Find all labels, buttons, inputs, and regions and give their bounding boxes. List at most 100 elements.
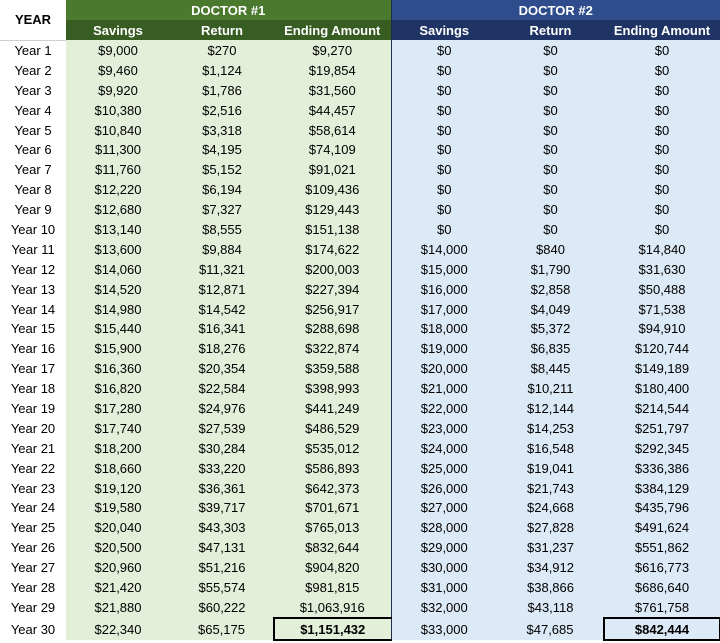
doctor-2-return-cell: $19,041 <box>497 458 604 479</box>
doctor-2-savings-cell: $24,000 <box>391 438 497 459</box>
doctor-2-return-cell: $1,790 <box>497 259 604 280</box>
table-row: Year 3 $9,920 $1,786 $31,560 $0 $0 $0 <box>0 80 720 101</box>
doctor-2-ending-cell: $180,400 <box>604 378 720 399</box>
year-cell: Year 13 <box>0 279 66 300</box>
doctor-2-return-cell: $27,828 <box>497 517 604 538</box>
doctor-2-savings-cell: $0 <box>391 159 497 180</box>
doctor-1-return-cell: $4,195 <box>170 139 274 160</box>
doctor-1-return-cell: $30,284 <box>170 438 274 459</box>
doctor-1-ending-cell: $832,644 <box>274 537 392 558</box>
doctor-2-ending-cell: $0 <box>604 199 720 220</box>
doctor-2-ending-cell: $31,630 <box>604 259 720 280</box>
doctor-1-ending-cell: $9,270 <box>274 40 392 61</box>
year-cell: Year 27 <box>0 557 66 578</box>
year-cell: Year 26 <box>0 537 66 558</box>
doctor-1-return-cell: $22,584 <box>170 378 274 399</box>
doctor-1-ending-cell: $58,614 <box>274 120 392 140</box>
doctor-1-ending-cell: $109,436 <box>274 179 392 200</box>
year-cell: Year 6 <box>0 139 66 160</box>
doctor-2-ending-cell: $616,773 <box>604 557 720 578</box>
table-row: Year 2 $9,460 $1,124 $19,854 $0 $0 $0 <box>0 60 720 81</box>
doctor-1-return-cell: $3,318 <box>170 120 274 140</box>
doctor-2-ending-cell: $435,796 <box>604 497 720 518</box>
doctor-1-savings-cell: $16,820 <box>66 378 170 399</box>
doctor-1-ending-cell: $701,671 <box>274 497 392 518</box>
doctor-1-return-cell: $14,542 <box>170 299 274 319</box>
doctor-2-return-cell: $4,049 <box>497 299 604 319</box>
doctor-1-return-cell: $9,884 <box>170 239 274 260</box>
year-cell: Year 16 <box>0 338 66 359</box>
doctor-2-ending-cell: $0 <box>604 80 720 101</box>
doctor-2-savings-cell: $14,000 <box>391 239 497 260</box>
year-cell: Year 8 <box>0 179 66 200</box>
doctor-1-ending-cell: $288,698 <box>274 318 392 339</box>
year-cell: Year 23 <box>0 478 66 498</box>
table-row: Year 1 $9,000 $270 $9,270 $0 $0 $0 <box>0 40 720 61</box>
doctor-1-return-cell: $51,216 <box>170 557 274 578</box>
doctor-2-ending-cell: $336,386 <box>604 458 720 479</box>
doctor-1-savings-cell: $13,600 <box>66 239 170 260</box>
doctor-2-final-total-cell: $842,444 <box>603 617 720 642</box>
doctor-1-return-cell: $39,717 <box>170 497 274 518</box>
doctor-1-savings-cell: $14,060 <box>66 259 170 280</box>
doctor-2-ending-cell: $120,744 <box>604 338 720 359</box>
doctor-2-return-cell: $8,445 <box>497 358 604 379</box>
doctor-2-savings-cell: $25,000 <box>391 458 497 479</box>
doctor-1-return-cell: $2,516 <box>170 100 274 121</box>
doctor-1-ending-cell: $227,394 <box>274 279 392 300</box>
doctor-2-ending-cell: $491,624 <box>604 517 720 538</box>
table-row: Year 28 $21,420 $55,574 $981,815 $31,000 $38,… <box>0 577 720 598</box>
table-row: Year 9 $12,680 $7,327 $129,443 $0 $0 $0 <box>0 199 720 220</box>
doctor-1-ending-cell: $322,874 <box>274 338 392 359</box>
doctor-2-ending-cell: $251,797 <box>604 418 720 439</box>
table-row: Year 20 $17,740 $27,539 $486,529 $23,000 $14,… <box>0 418 720 439</box>
doctor-2-ending-cell: $292,345 <box>604 438 720 459</box>
doctor-2-return-cell: $12,144 <box>497 398 604 419</box>
doctor-2-savings-cell: $17,000 <box>391 299 497 319</box>
doctor-2-return-cell: $34,912 <box>497 557 604 578</box>
doctor-2-header: DOCTOR #2 <box>391 0 720 20</box>
doctor-2-return-cell: $840 <box>497 239 604 260</box>
doctor-2-ending-cell: $551,862 <box>604 537 720 558</box>
year-cell: Year 21 <box>0 438 66 459</box>
doctor-2-return-cell: $31,237 <box>497 537 604 558</box>
table-row: Year 5 $10,840 $3,318 $58,614 $0 $0 $0 <box>0 120 720 140</box>
year-cell: Year 4 <box>0 100 66 121</box>
doctor-1-ending-cell: $586,893 <box>274 458 392 479</box>
doctor-1-return-cell: $8,555 <box>170 219 274 240</box>
doctor-2-return-cell: $47,685 <box>497 618 604 641</box>
doctor-2-return-cell: $0 <box>497 159 604 180</box>
doctor-1-savings-cell: $19,120 <box>66 478 170 498</box>
doctor-2-savings-header: Savings <box>391 20 497 40</box>
doctor-1-savings-cell: $9,920 <box>66 80 170 101</box>
doctor-2-savings-cell: $26,000 <box>391 478 497 498</box>
year-column-header: YEAR <box>0 0 66 41</box>
year-cell: Year 24 <box>0 497 66 518</box>
table-row: Year 7 $11,760 $5,152 $91,021 $0 $0 $0 <box>0 159 720 180</box>
doctor-2-savings-cell: $30,000 <box>391 557 497 578</box>
doctor-1-return-cell: $65,175 <box>170 618 274 641</box>
doctor-2-ending-header: Ending Amount <box>604 20 720 40</box>
doctor-1-savings-cell: $10,380 <box>66 100 170 121</box>
doctor-1-savings-cell: $14,520 <box>66 279 170 300</box>
doctor-1-savings-cell: $22,340 <box>66 618 170 641</box>
year-cell: Year 30 <box>0 618 66 641</box>
table-row: Year 23 $19,120 $36,361 $642,373 $26,000 $21,… <box>0 478 720 498</box>
doctor-1-savings-header: Savings <box>66 20 170 40</box>
table-row: Year 24 $19,580 $39,717 $701,671 $27,000 $24,… <box>0 497 720 518</box>
doctor-2-ending-cell: $14,840 <box>604 239 720 260</box>
year-cell: Year 29 <box>0 597 66 619</box>
doctor-1-return-cell: $1,124 <box>170 60 274 81</box>
doctor-2-ending-cell: $761,758 <box>604 597 720 619</box>
year-cell: Year 22 <box>0 458 66 479</box>
doctor-2-return-cell: $21,743 <box>497 478 604 498</box>
doctor-1-savings-cell: $14,980 <box>66 299 170 319</box>
doctor-2-ending-cell: $384,129 <box>604 478 720 498</box>
table-row: Year 30 $22,340 $65,175 $1,151,432 $33,000 $4… <box>0 617 720 642</box>
doctor-2-savings-cell: $19,000 <box>391 338 497 359</box>
doctor-1-return-cell: $47,131 <box>170 537 274 558</box>
doctor-1-return-cell: $36,361 <box>170 478 274 498</box>
table-row: Year 29 $21,880 $60,222 $1,063,916 $32,000 $4… <box>0 597 720 619</box>
doctor-1-return-cell: $60,222 <box>170 597 274 619</box>
doctor-1-savings-cell: $11,760 <box>66 159 170 180</box>
